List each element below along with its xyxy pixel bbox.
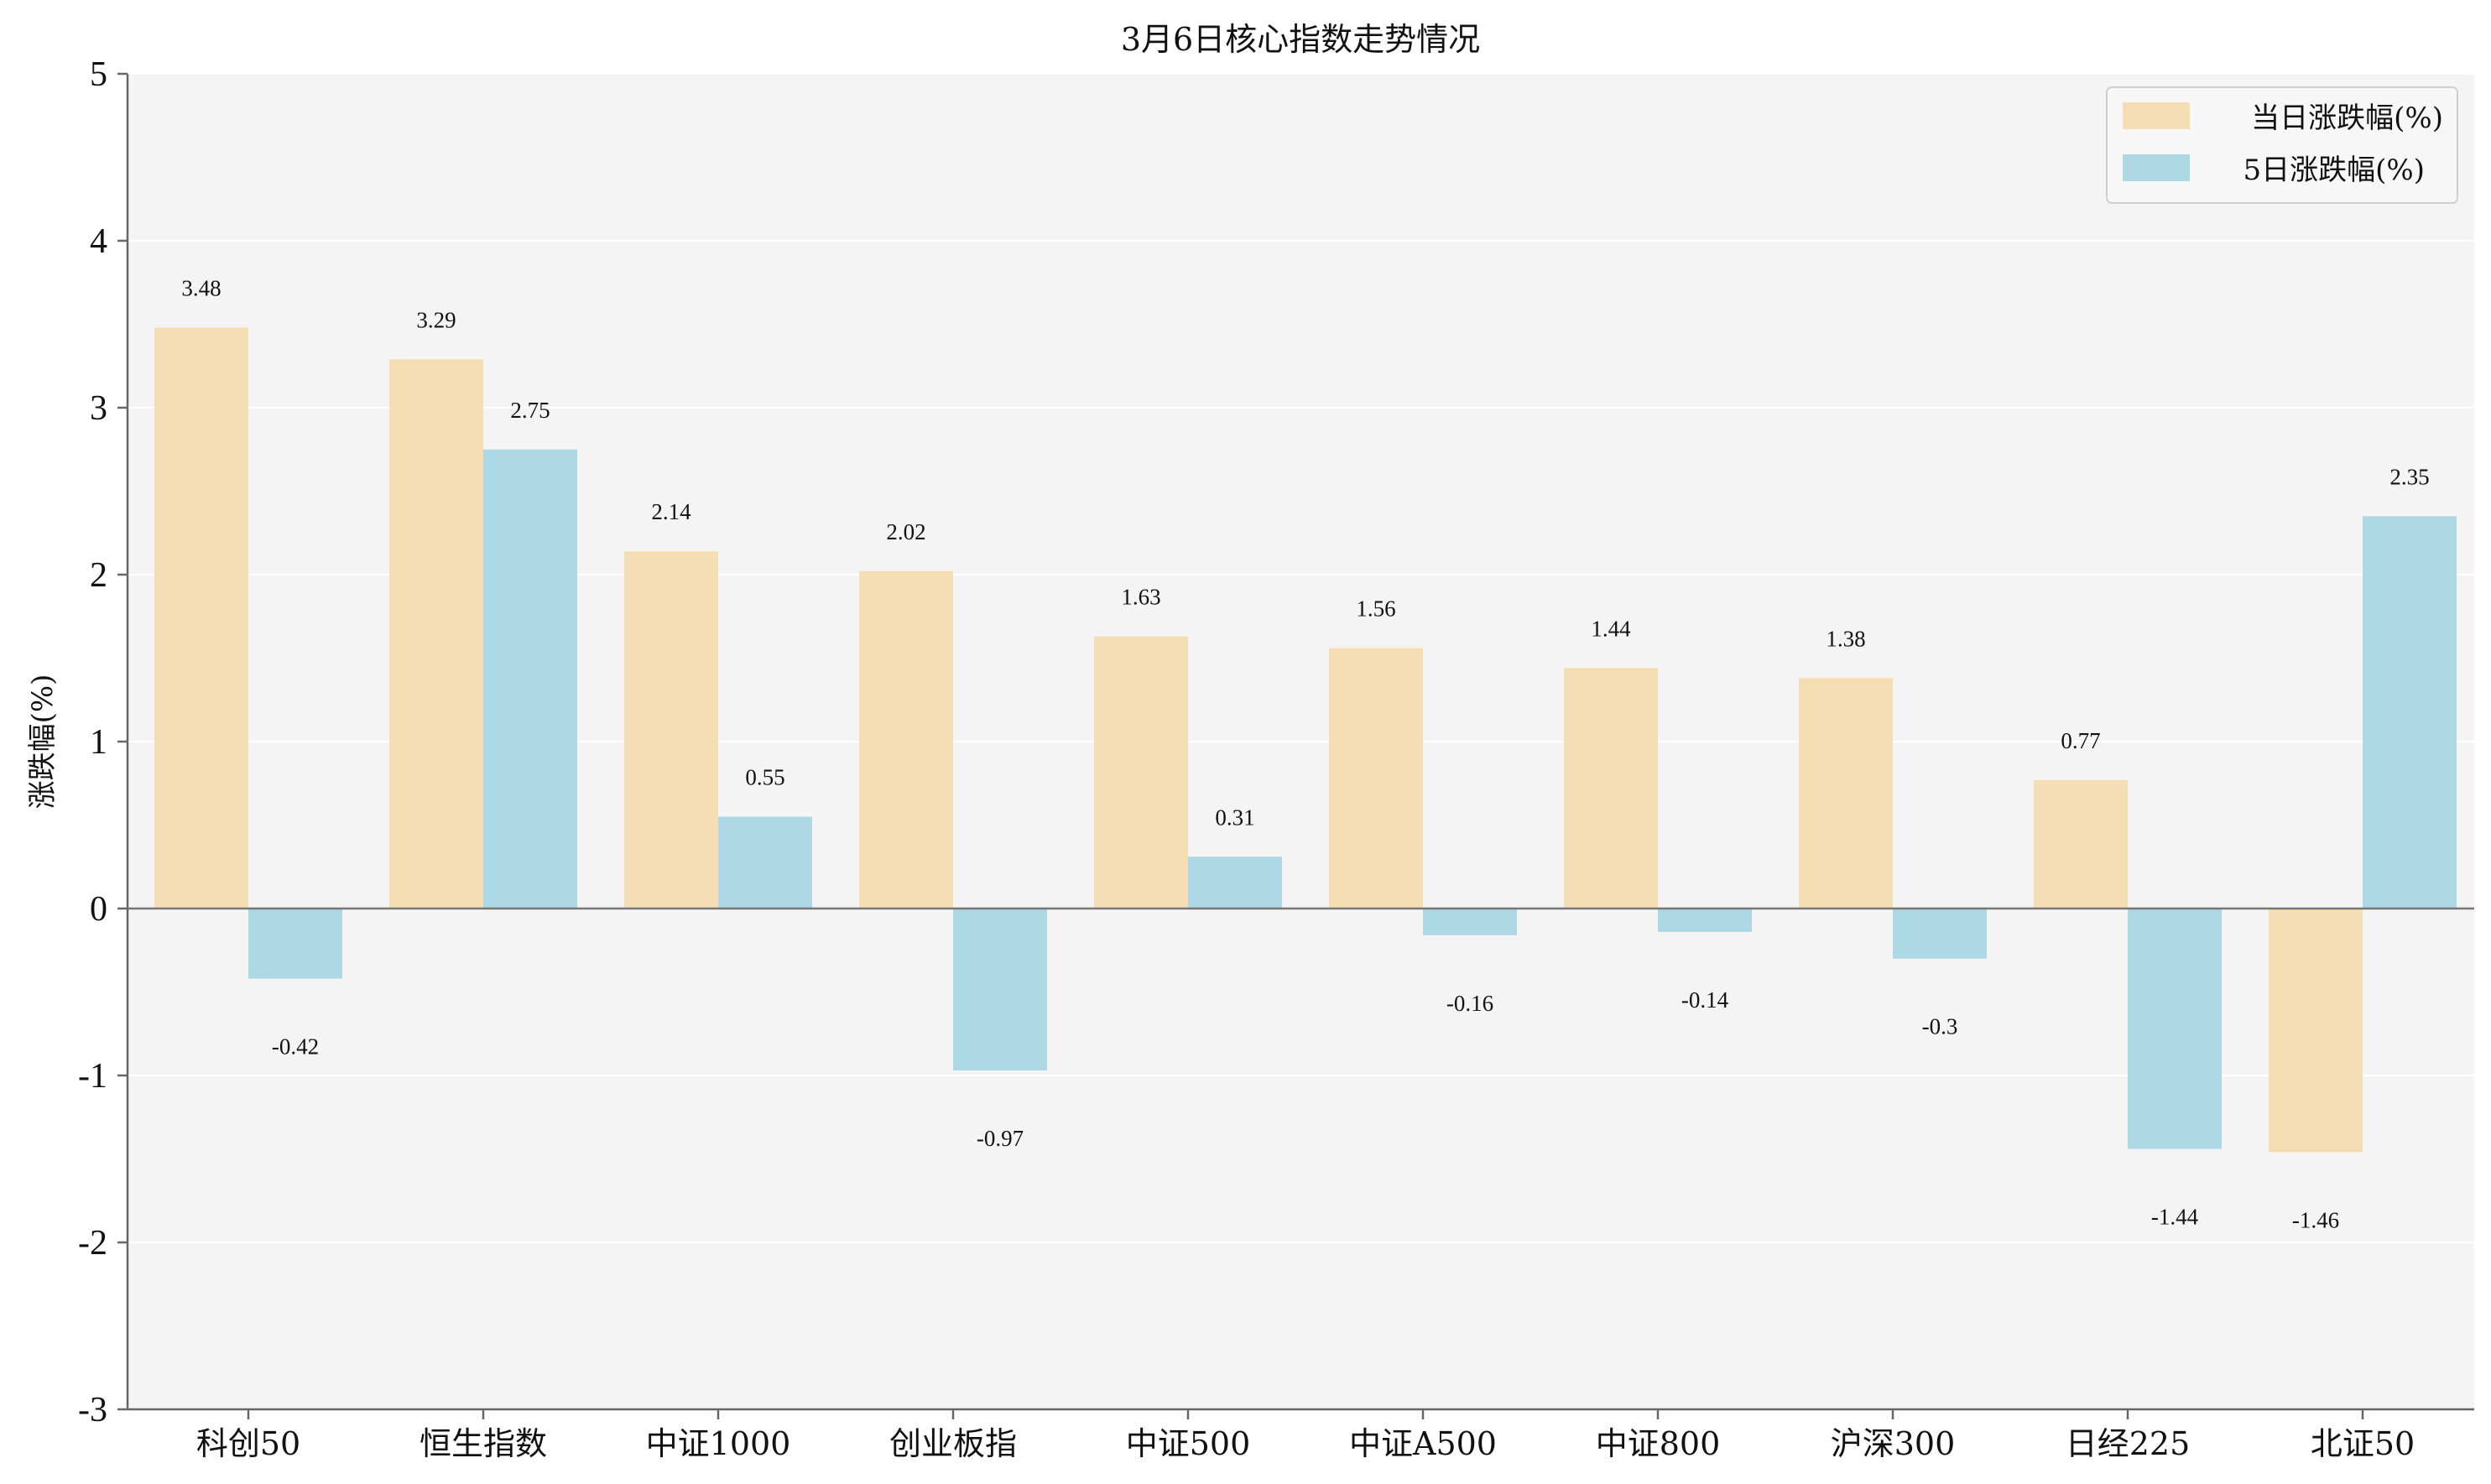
x-tick-label: 北证50 bbox=[2311, 1425, 2415, 1462]
data-label-daily-3: 2.02 bbox=[886, 519, 925, 544]
bar-5day-1[interactable] bbox=[483, 449, 577, 909]
x-tick-label: 沪深300 bbox=[1831, 1425, 1956, 1462]
x-tick-label: 中证800 bbox=[1596, 1425, 1721, 1462]
y-tick-label: -2 bbox=[78, 1224, 107, 1263]
y-tick-label: 0 bbox=[90, 890, 107, 929]
data-label-daily-0: 3.48 bbox=[181, 275, 221, 300]
bar-5day-0[interactable] bbox=[248, 909, 342, 979]
y-tick-label: 2 bbox=[90, 556, 107, 595]
bar-5day-6[interactable] bbox=[1658, 909, 1752, 932]
data-label-daily-6: 1.44 bbox=[1591, 616, 1631, 641]
data-labels: 3.48 3.29 2.14 2.02 1.63 1.56 1.44 1.38 0.77 -1.4… bbox=[181, 275, 2429, 1232]
bar-daily-4[interactable] bbox=[1094, 636, 1188, 909]
data-label-daily-9: -1.46 bbox=[2292, 1208, 2339, 1233]
data-label-5day-1: 2.75 bbox=[510, 398, 550, 423]
bar-5day-2[interactable] bbox=[718, 816, 812, 909]
data-label-daily-1: 3.29 bbox=[416, 307, 456, 332]
x-tick-label: 日经225 bbox=[2066, 1425, 2191, 1462]
chart-title: 3月6日核心指数走势情况 bbox=[1121, 21, 1480, 58]
bar-5day-7[interactable] bbox=[1893, 909, 1987, 959]
data-label-daily-7: 1.38 bbox=[1826, 626, 1865, 651]
data-label-5day-6: -0.14 bbox=[1681, 987, 1729, 1013]
data-label-5day-4: 0.31 bbox=[1215, 804, 1254, 830]
data-label-daily-8: 0.77 bbox=[2061, 728, 2100, 753]
bar-daily-9[interactable] bbox=[2269, 909, 2363, 1153]
bar-daily-6[interactable] bbox=[1564, 668, 1658, 909]
legend-box bbox=[2106, 86, 2458, 204]
data-label-5day-7: -0.3 bbox=[1922, 1014, 1958, 1039]
legend-swatch-daily bbox=[2123, 102, 2190, 129]
data-label-5day-0: -0.42 bbox=[272, 1034, 319, 1060]
legend-label-daily: 当日涨跌幅(%) bbox=[2251, 102, 2443, 135]
bar-daily-0[interactable] bbox=[154, 327, 248, 909]
bar-5day-5[interactable] bbox=[1423, 909, 1517, 935]
y-tick-label: 1 bbox=[90, 723, 107, 762]
data-label-5day-5: -0.16 bbox=[1446, 991, 1493, 1016]
bars bbox=[154, 327, 2457, 1153]
y-tick-label: -1 bbox=[78, 1057, 107, 1096]
x-tick-label: 中证500 bbox=[1126, 1425, 1251, 1462]
data-label-5day-3: -0.97 bbox=[977, 1126, 1024, 1151]
data-label-5day-8: -1.44 bbox=[2151, 1205, 2199, 1230]
data-label-5day-2: 0.55 bbox=[745, 765, 784, 790]
x-tick-label: 创业板指 bbox=[889, 1425, 1017, 1462]
bar-daily-5[interactable] bbox=[1329, 648, 1423, 909]
data-label-5day-9: 2.35 bbox=[2389, 464, 2429, 489]
data-label-daily-5: 1.56 bbox=[1356, 596, 1395, 622]
axes: -3 -2 -1 0 1 2 3 4 5 科创50 恒生指数 中证1000 创业板指 中证500 中证A50… bbox=[78, 55, 2474, 1462]
bar-5day-9[interactable] bbox=[2363, 516, 2457, 909]
data-label-daily-2: 2.14 bbox=[651, 499, 691, 524]
x-tick-label: 恒生指数 bbox=[420, 1425, 547, 1462]
data-label-daily-4: 1.63 bbox=[1121, 585, 1160, 610]
legend-label-5day: 5日涨跌幅(%) bbox=[2243, 154, 2425, 187]
bar-daily-2[interactable] bbox=[624, 551, 718, 909]
y-tick-label: 4 bbox=[90, 222, 107, 261]
x-tick-label: 中证1000 bbox=[646, 1425, 791, 1462]
bar-daily-3[interactable] bbox=[859, 571, 953, 909]
y-tick-label: 3 bbox=[90, 389, 107, 428]
bar-5day-4[interactable] bbox=[1188, 857, 1282, 909]
legend-swatch-5day bbox=[2123, 154, 2190, 181]
bar-5day-8[interactable] bbox=[2128, 909, 2222, 1149]
bar-daily-1[interactable] bbox=[389, 359, 483, 909]
legend[interactable]: 当日涨跌幅(%) 5日涨跌幅(%) bbox=[2106, 86, 2458, 204]
x-tick-label: 科创50 bbox=[196, 1425, 300, 1462]
bar-daily-7[interactable] bbox=[1799, 678, 1893, 909]
bar-5day-3[interactable] bbox=[953, 909, 1047, 1071]
y-axis-label: 涨跌幅(%) bbox=[26, 674, 60, 810]
y-tick-label: -3 bbox=[78, 1391, 107, 1429]
bar-daily-8[interactable] bbox=[2034, 779, 2128, 909]
x-tick-label: 中证A500 bbox=[1349, 1425, 1497, 1462]
y-tick-label: 5 bbox=[90, 55, 107, 94]
